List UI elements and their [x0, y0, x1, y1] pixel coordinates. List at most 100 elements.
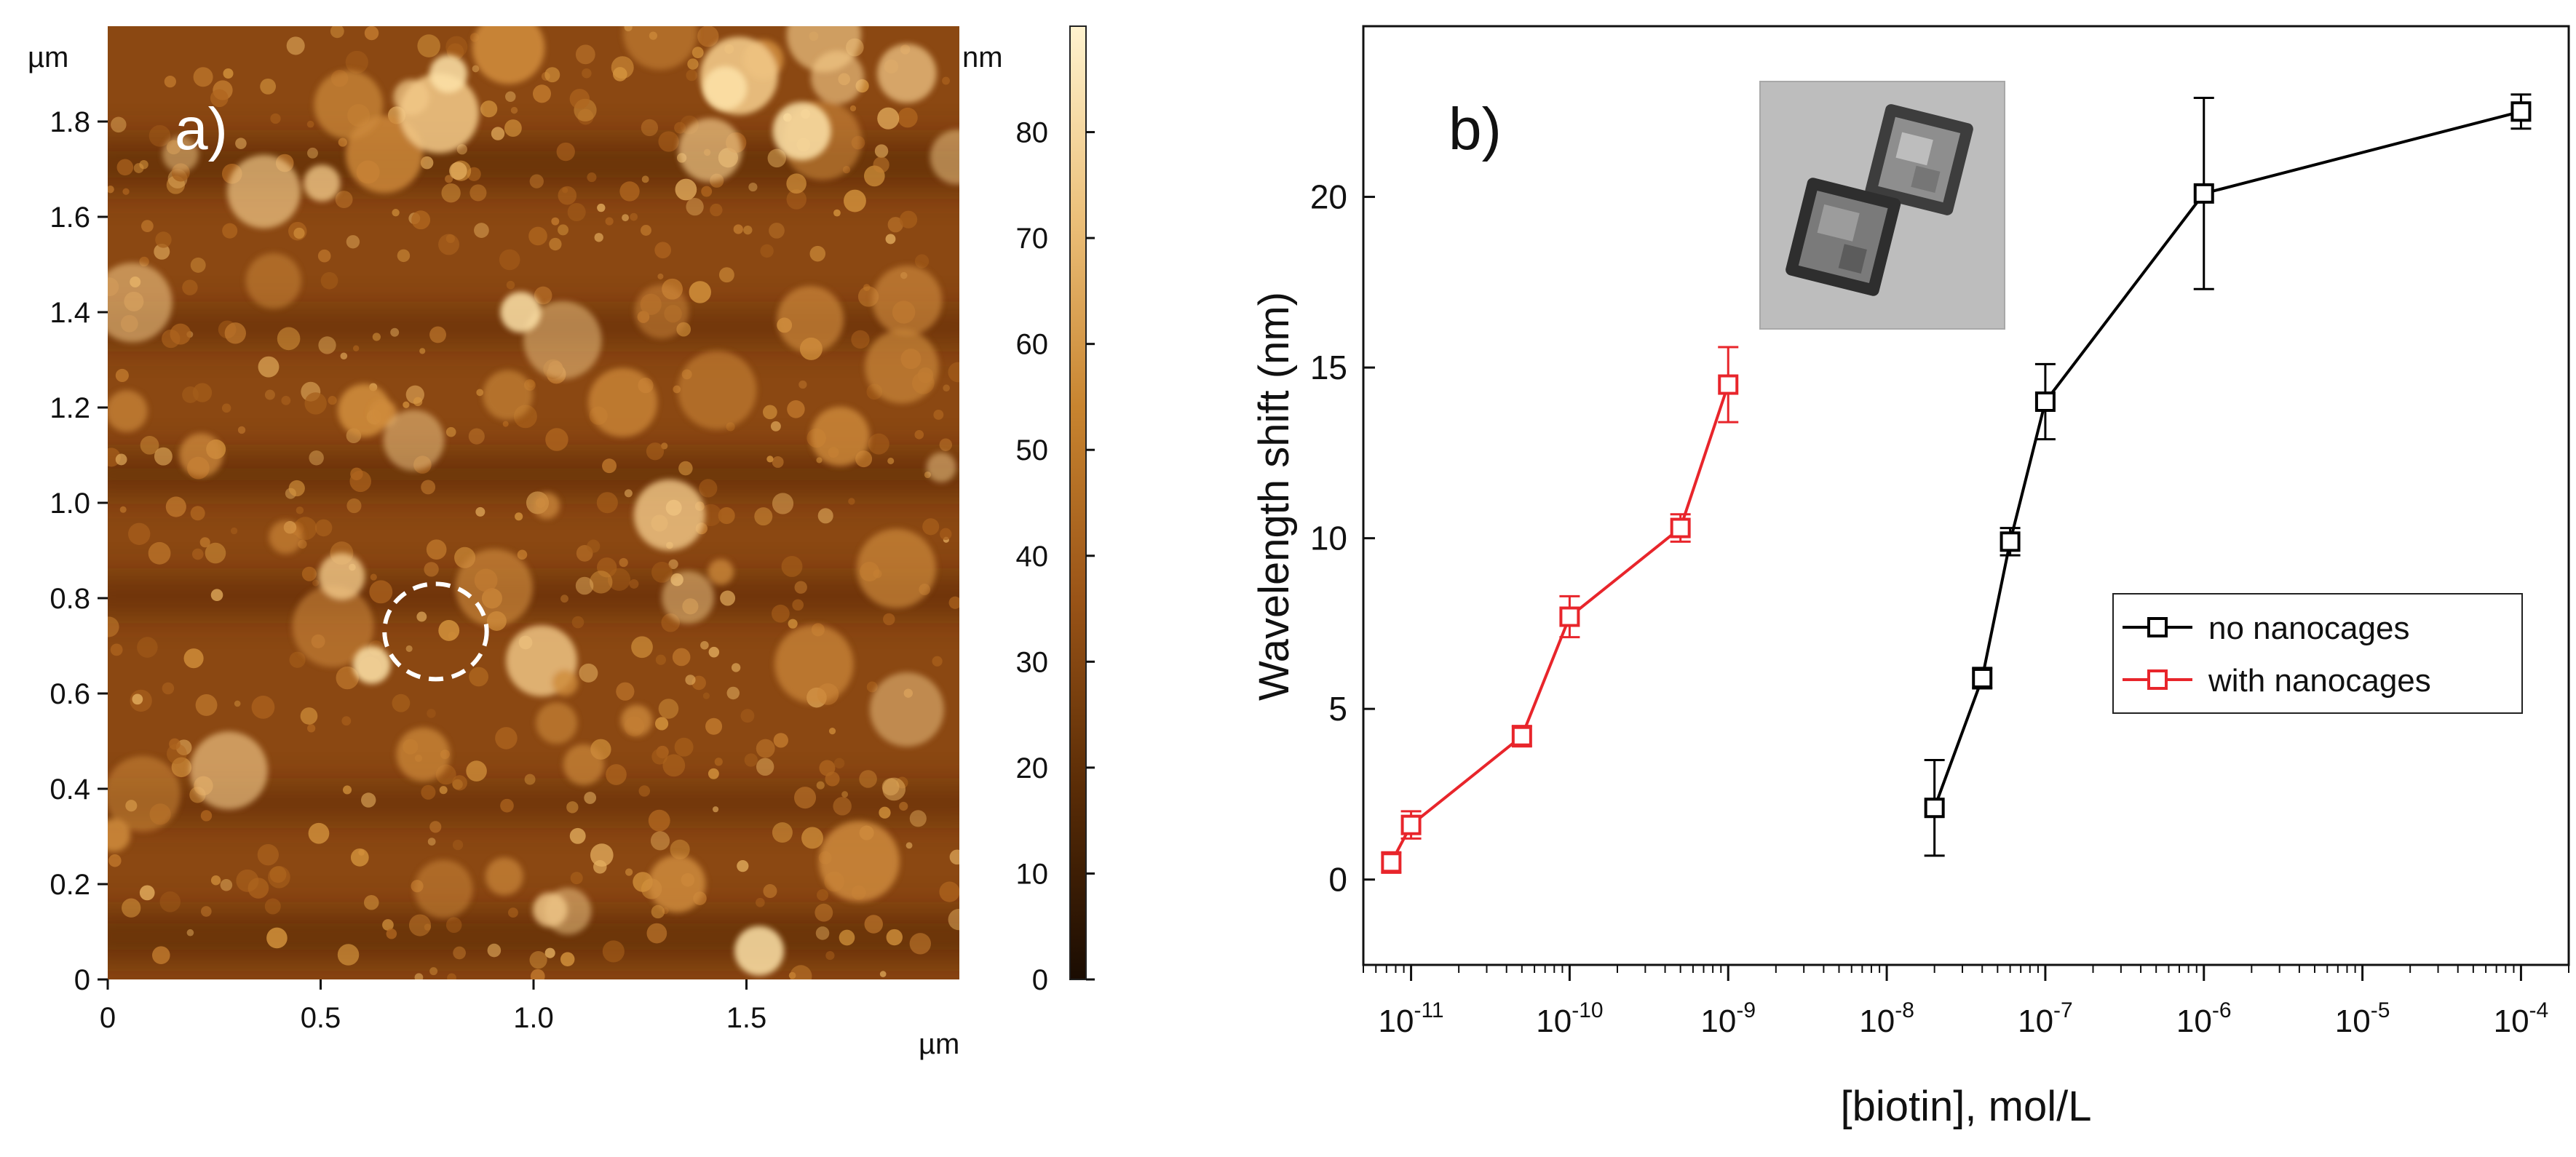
afm-particle	[426, 539, 447, 560]
afm-large-particle	[622, 26, 698, 70]
data-point	[1924, 798, 1945, 819]
afm-particle	[772, 493, 794, 514]
afm-particle	[515, 512, 523, 521]
x-tick-label: 10-11	[1379, 998, 1444, 1039]
afm-particle	[914, 430, 924, 440]
afm-bright-particle	[429, 55, 467, 93]
afm-large-particle	[634, 285, 689, 339]
y-tick-label: 0	[1328, 861, 1347, 899]
y-unit-label: µm	[28, 41, 68, 73]
afm-large-particle	[108, 263, 173, 343]
afm-particle	[848, 498, 855, 505]
afm-particle	[670, 839, 690, 860]
afm-particle	[529, 951, 547, 969]
afm-particle	[544, 67, 560, 83]
afm-particle	[556, 142, 575, 162]
afm-particle	[590, 570, 613, 594]
afm-particle	[558, 224, 569, 236]
afm-particle	[139, 885, 155, 901]
afm-particle	[771, 604, 790, 623]
afm-large-particle	[563, 744, 604, 785]
afm-particle	[815, 903, 833, 922]
afm-particle	[786, 173, 807, 194]
afm-particle	[372, 333, 381, 341]
afm-particle	[111, 116, 127, 133]
afm-particle	[587, 539, 601, 553]
afm-large-particle	[872, 266, 943, 335]
tem-inset-image	[1759, 81, 2005, 330]
afm-particle	[571, 616, 584, 629]
afm-bright-particle	[734, 926, 785, 976]
afm-particle	[162, 682, 175, 695]
afm-large-particle	[786, 26, 862, 72]
afm-particle	[756, 897, 765, 907]
afm-particle	[833, 209, 841, 217]
afm-large-particle	[338, 383, 391, 437]
afm-particle	[844, 189, 866, 212]
afm-large-particle	[399, 73, 479, 154]
afm-large-particle	[678, 350, 757, 430]
panel-b-label: b)	[1448, 96, 1502, 162]
afm-particle	[289, 651, 306, 668]
afm-particle	[224, 322, 246, 344]
afm-particle	[616, 682, 635, 701]
afm-particle	[566, 801, 579, 814]
afm-large-particle	[227, 154, 301, 228]
afm-particle	[495, 727, 518, 750]
data-point	[1670, 517, 1691, 538]
afm-particle	[429, 967, 438, 976]
afm-particle	[346, 498, 362, 514]
afm-particle	[449, 162, 467, 180]
afm-particle	[183, 648, 204, 669]
afm-y-tick-label: 1.4	[49, 297, 90, 329]
afm-particle	[909, 933, 932, 955]
data-point	[2510, 101, 2532, 122]
afm-particle	[773, 733, 788, 748]
afm-particle	[833, 758, 845, 769]
series-no-nanocages	[1924, 93, 2532, 857]
afm-particle	[594, 233, 603, 242]
afm-particle	[650, 831, 670, 851]
afm-particle	[793, 787, 817, 809]
afm-particle	[223, 68, 234, 79]
afm-large-particles	[108, 26, 959, 935]
afm-particle	[737, 859, 749, 872]
afm-particle	[744, 753, 758, 767]
afm-particle	[500, 798, 514, 813]
afm-particle	[159, 891, 181, 913]
afm-particle	[686, 69, 698, 81]
x-tick-label: 10-7	[2018, 998, 2073, 1039]
afm-x-tick-label: 1.0	[513, 1002, 554, 1034]
colorbar	[1069, 25, 1087, 980]
afm-particle	[429, 821, 442, 833]
afm-particle	[480, 100, 498, 118]
afm-particle	[851, 330, 870, 349]
afm-large-particle	[245, 253, 301, 309]
afm-particle	[534, 286, 552, 305]
afm-x-ticks: 0 0.5 1.0 1.5	[100, 979, 766, 1034]
afm-particle	[205, 542, 226, 564]
afm-particle	[743, 225, 753, 235]
afm-particle	[338, 138, 347, 147]
afm-dark-band	[108, 578, 959, 613]
afm-particle	[763, 405, 777, 420]
afm-particle	[922, 518, 940, 536]
afm-particle	[630, 212, 638, 221]
afm-bright-particle	[772, 102, 831, 161]
afm-particle	[427, 838, 436, 846]
afm-large-particle	[314, 70, 384, 140]
afm-particle	[234, 700, 241, 707]
afm-particle	[300, 707, 318, 725]
afm-particle	[702, 692, 710, 699]
afm-particle	[392, 209, 400, 217]
afm-particle	[654, 242, 671, 259]
afm-particle	[674, 737, 694, 757]
afm-large-particle	[633, 479, 705, 551]
afm-particle	[320, 271, 338, 290]
afm-particle	[293, 227, 305, 239]
data-point	[1400, 814, 1422, 835]
afm-particle	[397, 249, 411, 263]
legend-marker-no-nanocages	[2147, 617, 2168, 637]
afm-particle	[427, 709, 436, 718]
